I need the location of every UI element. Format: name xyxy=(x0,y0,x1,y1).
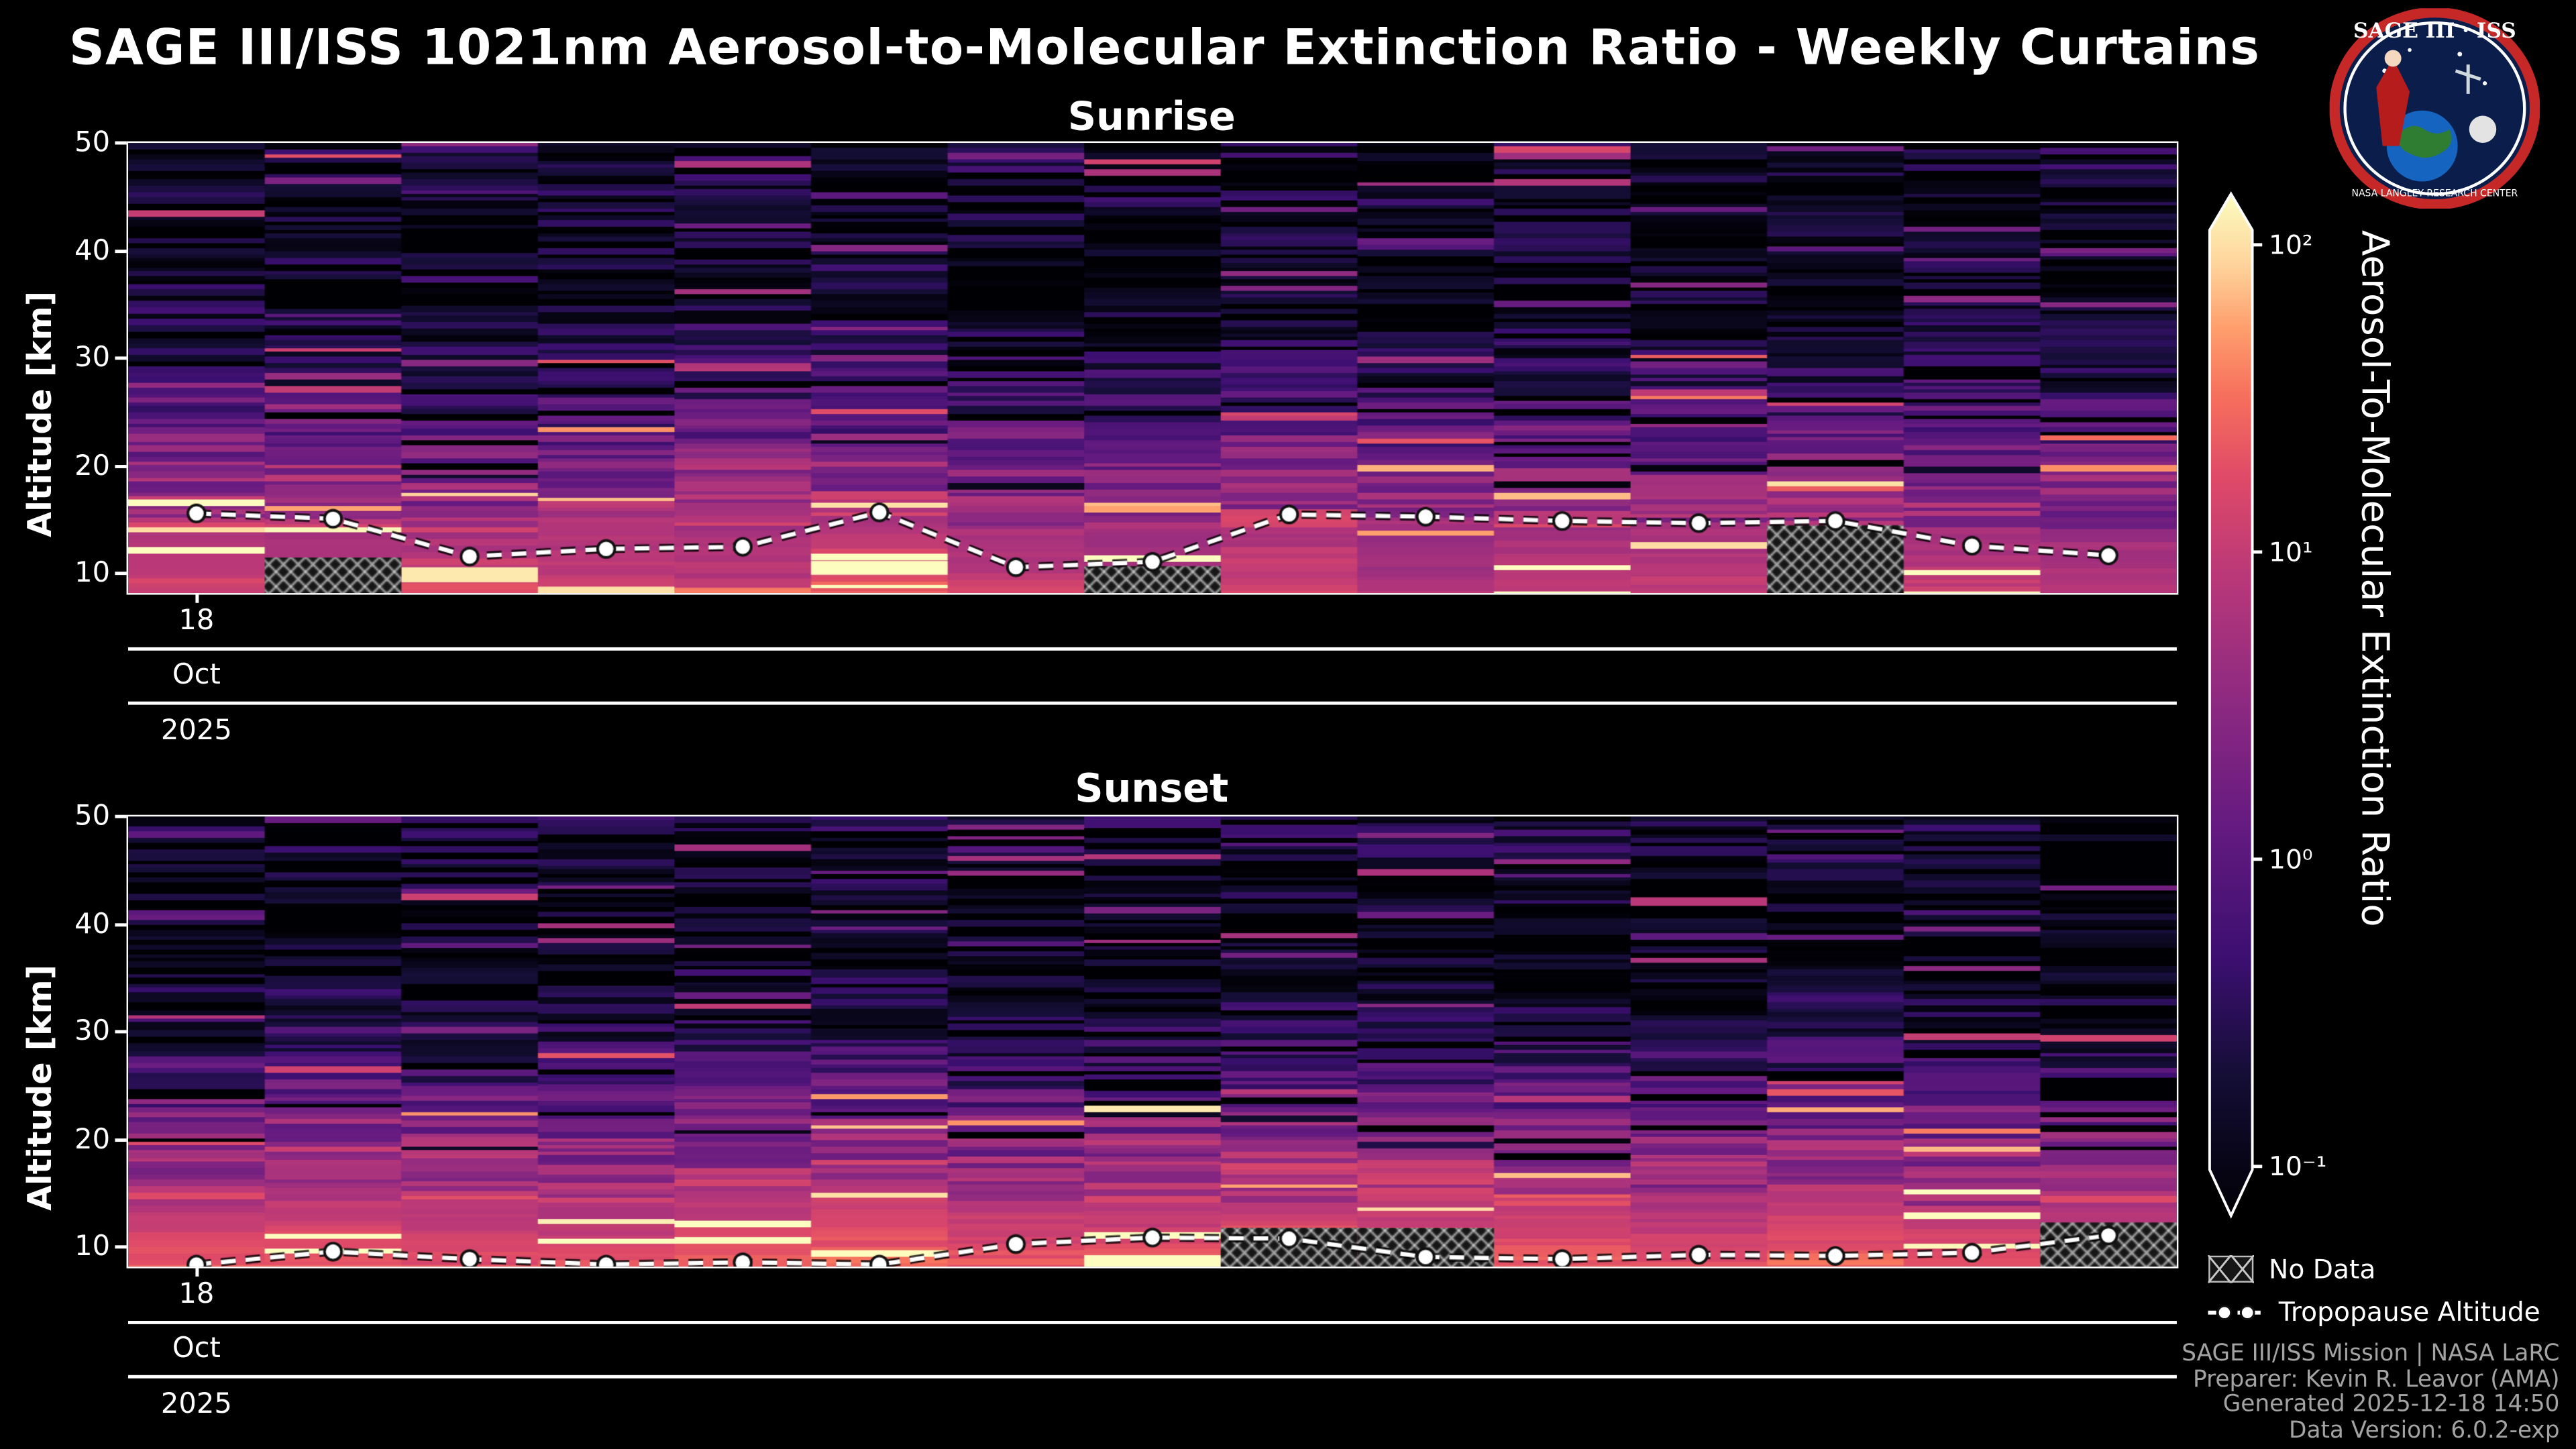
y-tickmark xyxy=(115,1030,127,1034)
colorbar-tickmark xyxy=(2252,857,2263,861)
y-tick-label: 50 xyxy=(74,126,111,160)
credit-line: Generated 2025-12-18 14:50 xyxy=(2222,1391,2560,1418)
sunrise-x-tickmark xyxy=(195,593,199,603)
colorbar-gradient xyxy=(2208,191,2254,1219)
sunset-axis-line-2 xyxy=(128,1375,2177,1378)
y-tickmark xyxy=(115,356,127,360)
y-tick-label: 10 xyxy=(74,1230,111,1264)
page-title: SAGE III/ISS 1021nm Aerosol-to-Molecular… xyxy=(68,19,2261,78)
sunrise-x-tick-day: 18 xyxy=(178,604,215,638)
y-tickmark xyxy=(115,572,127,576)
y-tickmark xyxy=(115,141,127,145)
colorbar-tickmark xyxy=(2252,244,2263,248)
sunrise-axis-line-1 xyxy=(128,647,2177,650)
credits: SAGE III/ISS Mission | NASA LaRC Preparer… xyxy=(1902,1340,2560,1444)
credit-line: SAGE III/ISS Mission | NASA LaRC xyxy=(2182,1340,2560,1367)
y-tick-label: 30 xyxy=(74,341,111,375)
colorbar xyxy=(2208,191,2254,1219)
legend-tropopause: Tropopause Altitude xyxy=(2208,1296,2540,1328)
y-tickmark xyxy=(115,1245,127,1249)
sunrise-x-tick-month: Oct xyxy=(172,659,221,692)
y-tickmark xyxy=(115,814,127,818)
y-tickmark xyxy=(115,249,127,253)
y-tick-label: 30 xyxy=(74,1015,111,1049)
y-tick-label: 40 xyxy=(74,234,111,268)
sunset-axis-line-1 xyxy=(128,1320,2177,1324)
legend-tropopause-label: Tropopause Altitude xyxy=(2278,1296,2540,1328)
sunrise-panel-title: Sunrise xyxy=(1067,93,1236,140)
colorbar-tick-label: 10⁰ xyxy=(2269,844,2313,875)
y-tick-label: 20 xyxy=(74,1123,111,1157)
y-tick-label: 20 xyxy=(74,449,111,483)
y-tick-label: 50 xyxy=(74,800,111,833)
legend-no-data-label: No Data xyxy=(2269,1253,2376,1285)
colorbar-tickmark xyxy=(2252,551,2263,554)
mission-logo: SAGE III · ISS NASA LANGLEY RESEARCH CEN… xyxy=(2329,8,2540,209)
sunset-x-tick-day: 18 xyxy=(178,1278,215,1311)
sunset-x-tick-month: Oct xyxy=(172,1332,221,1366)
sunrise-heatmap xyxy=(128,143,2177,594)
credit-line: Preparer: Kevin R. Leavor (AMA) xyxy=(2193,1366,2560,1393)
tropopause-line-icon xyxy=(2208,1304,2264,1320)
colorbar-tick-label: 10² xyxy=(2269,229,2313,262)
credit-line: Data Version: 6.0.2-exp xyxy=(2289,1417,2560,1444)
y-tick-label: 10 xyxy=(74,557,111,590)
y-tickmark xyxy=(115,464,127,468)
sunset-x-tick-year: 2025 xyxy=(160,1388,232,1421)
colorbar-tickmark xyxy=(2252,1165,2263,1169)
legend-no-data: No Data xyxy=(2208,1254,2375,1285)
sunset-x-tickmark xyxy=(195,1267,199,1277)
sunset-heatmap xyxy=(128,816,2177,1267)
y-tickmark xyxy=(115,922,127,926)
colorbar-tick-label: 10¹ xyxy=(2269,537,2313,568)
y-tick-label: 40 xyxy=(74,908,111,941)
y-tickmark xyxy=(115,1138,127,1142)
sunset-y-axis-label: Altitude [km] xyxy=(19,964,60,1211)
colorbar-label: Aerosol-To-Molecular Extinction Ratio xyxy=(2352,229,2396,927)
colorbar-tick-label: 10⁻¹ xyxy=(2269,1150,2327,1183)
logo-text: SAGE III · ISS xyxy=(2353,19,2516,43)
sunrise-axis-line-2 xyxy=(128,701,2177,704)
sunrise-y-axis-label: Altitude [km] xyxy=(19,290,60,537)
sunset-panel-title: Sunset xyxy=(1075,765,1229,812)
svg-text:NASA LANGLEY RESEARCH CENTER: NASA LANGLEY RESEARCH CENTER xyxy=(2351,188,2518,199)
no-data-hatch-icon xyxy=(2208,1255,2255,1283)
sunrise-x-tick-year: 2025 xyxy=(160,714,232,748)
